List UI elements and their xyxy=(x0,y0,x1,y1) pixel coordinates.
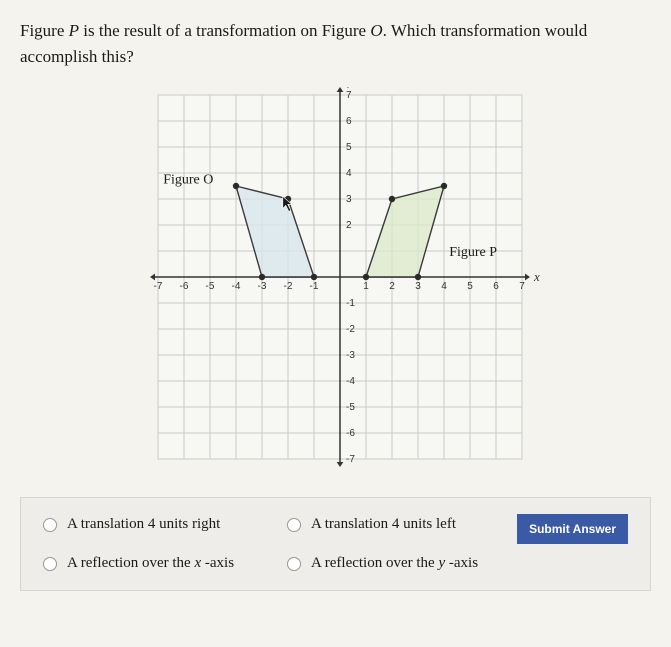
radio-icon xyxy=(287,518,301,532)
svg-text:-3: -3 xyxy=(346,350,355,361)
svg-text:5: 5 xyxy=(346,142,352,153)
svg-text:2: 2 xyxy=(346,220,352,231)
q-prefix: Figure xyxy=(20,21,69,40)
coordinate-grid: -7 -6 -5 -4 -3 -2 -1 1 2 3 4 5 6 7 7 6 5 4 3 2 -1 -2 -3 -4 -5 -6 -… xyxy=(116,87,556,467)
option-d[interactable]: A reflection over the y -axis xyxy=(287,555,513,572)
svg-text:x: x xyxy=(533,269,540,284)
svg-text:-2: -2 xyxy=(346,324,355,335)
option-a[interactable]: A translation 4 units right xyxy=(43,516,269,533)
svg-text:-5: -5 xyxy=(346,402,355,413)
svg-text:5: 5 xyxy=(467,281,473,292)
svg-text:Figure P: Figure P xyxy=(449,245,497,260)
radio-icon xyxy=(287,557,301,571)
svg-text:-7: -7 xyxy=(153,281,162,292)
option-b[interactable]: A translation 4 units left xyxy=(287,516,513,533)
svg-text:-1: -1 xyxy=(309,281,318,292)
svg-text:6: 6 xyxy=(346,116,352,127)
submit-answer-button[interactable]: Submit Answer xyxy=(517,514,628,544)
answers-panel: A translation 4 units right A translatio… xyxy=(20,497,651,591)
q-fig-o: O xyxy=(370,21,382,40)
svg-text:7: 7 xyxy=(346,90,352,101)
svg-text:-4: -4 xyxy=(346,376,355,387)
svg-text:-1: -1 xyxy=(346,298,355,309)
svg-text:3: 3 xyxy=(415,281,421,292)
q-fig-p: P xyxy=(69,21,79,40)
grid-svg: -7 -6 -5 -4 -3 -2 -1 1 2 3 4 5 6 7 7 6 5 4 3 2 -1 -2 -3 -4 -5 -6 -… xyxy=(116,87,556,467)
question-text: Figure P is the result of a transformati… xyxy=(20,18,651,69)
svg-text:7: 7 xyxy=(519,281,525,292)
option-a-label: A translation 4 units right xyxy=(67,516,220,533)
svg-text:2: 2 xyxy=(389,281,395,292)
option-d-label: A reflection over the y -axis xyxy=(311,555,478,572)
c-pre: A reflection over the xyxy=(67,555,194,571)
svg-text:-6: -6 xyxy=(346,428,355,439)
svg-text:-6: -6 xyxy=(179,281,188,292)
svg-text:y: y xyxy=(346,87,354,88)
svg-text:1: 1 xyxy=(363,281,369,292)
svg-text:6: 6 xyxy=(493,281,499,292)
d-post: -axis xyxy=(445,555,478,571)
svg-text:3: 3 xyxy=(346,194,352,205)
svg-text:Figure O: Figure O xyxy=(163,172,213,187)
svg-text:4: 4 xyxy=(441,281,447,292)
option-c[interactable]: A reflection over the x -axis xyxy=(43,555,269,572)
svg-text:-4: -4 xyxy=(231,281,240,292)
svg-text:4: 4 xyxy=(346,168,352,179)
q-mid1: is the result of a transformation on Fig… xyxy=(79,21,370,40)
c-post: -axis xyxy=(201,555,234,571)
svg-text:-7: -7 xyxy=(346,454,355,465)
radio-icon xyxy=(43,557,57,571)
option-b-label: A translation 4 units left xyxy=(311,516,456,533)
radio-icon xyxy=(43,518,57,532)
svg-text:-2: -2 xyxy=(283,281,292,292)
svg-text:-3: -3 xyxy=(257,281,266,292)
d-pre: A reflection over the xyxy=(311,555,438,571)
option-c-label: A reflection over the x -axis xyxy=(67,555,234,572)
svg-text:-5: -5 xyxy=(205,281,214,292)
